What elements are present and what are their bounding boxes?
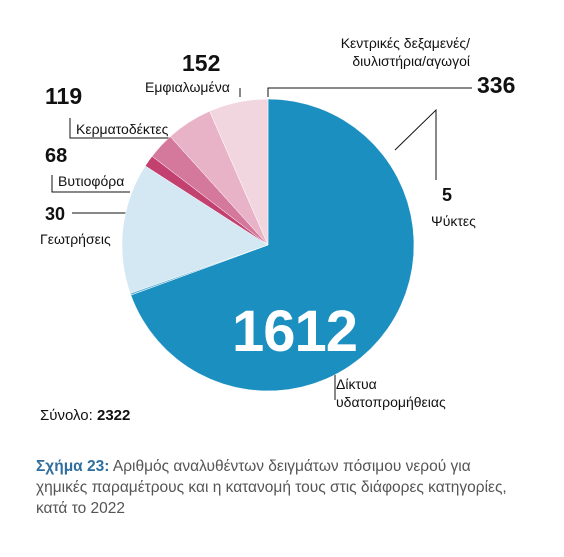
value-label: 152: [182, 50, 221, 76]
value-label: 119: [45, 83, 83, 109]
leader-line: [394, 108, 437, 180]
value-label: 336: [477, 72, 516, 98]
pie-slice: [209, 98, 269, 246]
pie-slice: [121, 165, 269, 294]
leader-line: [267, 87, 472, 97]
category-label: Κερματοδέκτες: [76, 121, 169, 137]
value-label: 5: [442, 185, 453, 205]
total-label: Σύνολο:: [40, 407, 93, 424]
leader-line: [51, 175, 130, 193]
value-label: 30: [45, 204, 66, 224]
leader-lines: [51, 87, 472, 400]
value-label: 68: [45, 145, 68, 167]
value-label: 1612: [232, 299, 358, 364]
caption-text: Αριθμός αναλυθέντων δειγμάτων πόσιμου νε…: [36, 458, 507, 517]
caption-label: Σχήμα 23:: [36, 458, 110, 475]
pie-slice: [130, 98, 415, 392]
leader-line: [69, 118, 170, 139]
total: Σύνολο: 2322: [40, 407, 130, 425]
category-label: Εμφιαλωμένα: [145, 79, 230, 95]
category-label: Κεντρικές δεξαμενές/ διυλιστήρια/αγωγοί: [340, 35, 470, 69]
total-value: 2322: [97, 407, 131, 424]
category-label: Γεωτρήσεις: [40, 231, 111, 247]
category-label: Βυτιοφόρα: [58, 173, 125, 189]
category-label: Δίκτυα υδατοπρομήθειας: [336, 376, 446, 410]
slices: [121, 98, 415, 392]
caption: Σχήμα 23: Αριθμός αναλυθέντων δειγμάτων …: [36, 456, 516, 519]
category-label: Ψύκτες: [431, 213, 476, 229]
pie-chart: [51, 87, 472, 400]
